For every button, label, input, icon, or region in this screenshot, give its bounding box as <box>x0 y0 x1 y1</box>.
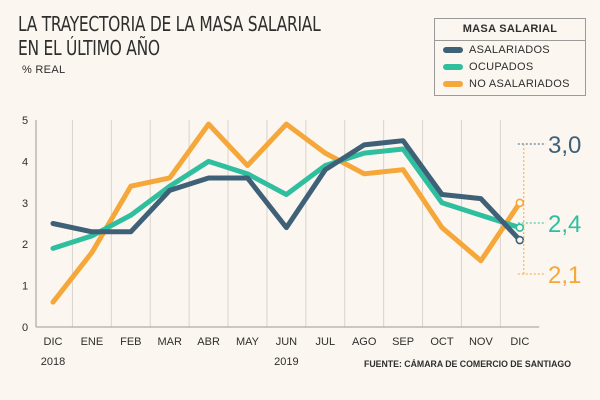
end-label-no-asalariados: 2,1 <box>548 262 581 289</box>
y-tick-label: 4 <box>22 156 28 168</box>
x-tick-label: ABR <box>197 336 220 348</box>
legend-label-no-asalariados: NO ASALARIADOS <box>469 77 570 90</box>
end-label-ocupados: 2,4 <box>548 211 581 238</box>
legend-item-asalariados: ASALARIADOS <box>435 41 585 58</box>
series-end-point-ocupados <box>515 223 525 232</box>
chart-title-line-2: EN EL ÚLTIMO AÑO <box>18 36 160 60</box>
legend-label-ocupados: OCUPADOS <box>469 60 534 73</box>
unit-label: % REAL <box>22 64 66 76</box>
legend-title: MASA SALARIAL <box>435 19 585 41</box>
x-tick-label: DIC <box>44 336 63 348</box>
legend-item-ocupados: OCUPADOS <box>435 58 585 75</box>
legend-swatch-no-asalariados <box>443 80 463 87</box>
x-year-label: 2018 <box>41 356 65 368</box>
y-tick-label: 3 <box>22 198 28 210</box>
legend-item-no-asalariados: NO ASALARIADOS <box>435 75 585 92</box>
x-tick-label: MAR <box>157 336 182 348</box>
series-end-point-asalariados <box>515 235 525 245</box>
x-tick-label: FEB <box>120 336 141 348</box>
chart-title-line-1: LA TRAYECTORIA DE LA MASA SALARIAL <box>18 12 321 36</box>
y-tick-label: 1 <box>22 281 28 293</box>
x-tick-label: DIC <box>510 336 529 348</box>
series-end-point-no-asalariados <box>515 198 525 208</box>
legend-label-asalariados: ASALARIADOS <box>469 43 550 56</box>
x-tick-label: NOV <box>469 336 494 348</box>
x-tick-label: AGO <box>352 336 377 348</box>
x-tick-label: OCT <box>430 336 454 348</box>
legend-swatch-ocupados <box>443 63 463 70</box>
x-tick-label: JUL <box>316 336 336 348</box>
y-tick-label: 5 <box>22 115 28 127</box>
legend-swatch-asalariados <box>443 46 463 53</box>
x-year-label: 2019 <box>274 356 298 368</box>
series-line-no-asalariados <box>50 121 523 305</box>
series-line-asalariados <box>50 138 523 243</box>
x-tick-label: SEP <box>392 336 414 348</box>
x-tick-label: ENE <box>81 336 104 348</box>
end-label-asalariados: 3,0 <box>548 132 581 159</box>
series-line-ocupados <box>50 146 523 251</box>
y-tick-label: 2 <box>22 239 28 251</box>
chart-title: LA TRAYECTORIA DE LA MASA SALARIAL EN EL… <box>18 12 321 60</box>
legend: MASA SALARIAL ASALARIADOS OCUPADOS NO AS… <box>434 18 586 96</box>
x-tick-label: MAY <box>236 336 260 348</box>
source-note: FUENTE: CÁMARA DE COMERCIO DE SANTIAGO <box>364 359 572 370</box>
y-tick-label: 0 <box>22 322 28 334</box>
x-tick-label: JUN <box>276 336 297 348</box>
